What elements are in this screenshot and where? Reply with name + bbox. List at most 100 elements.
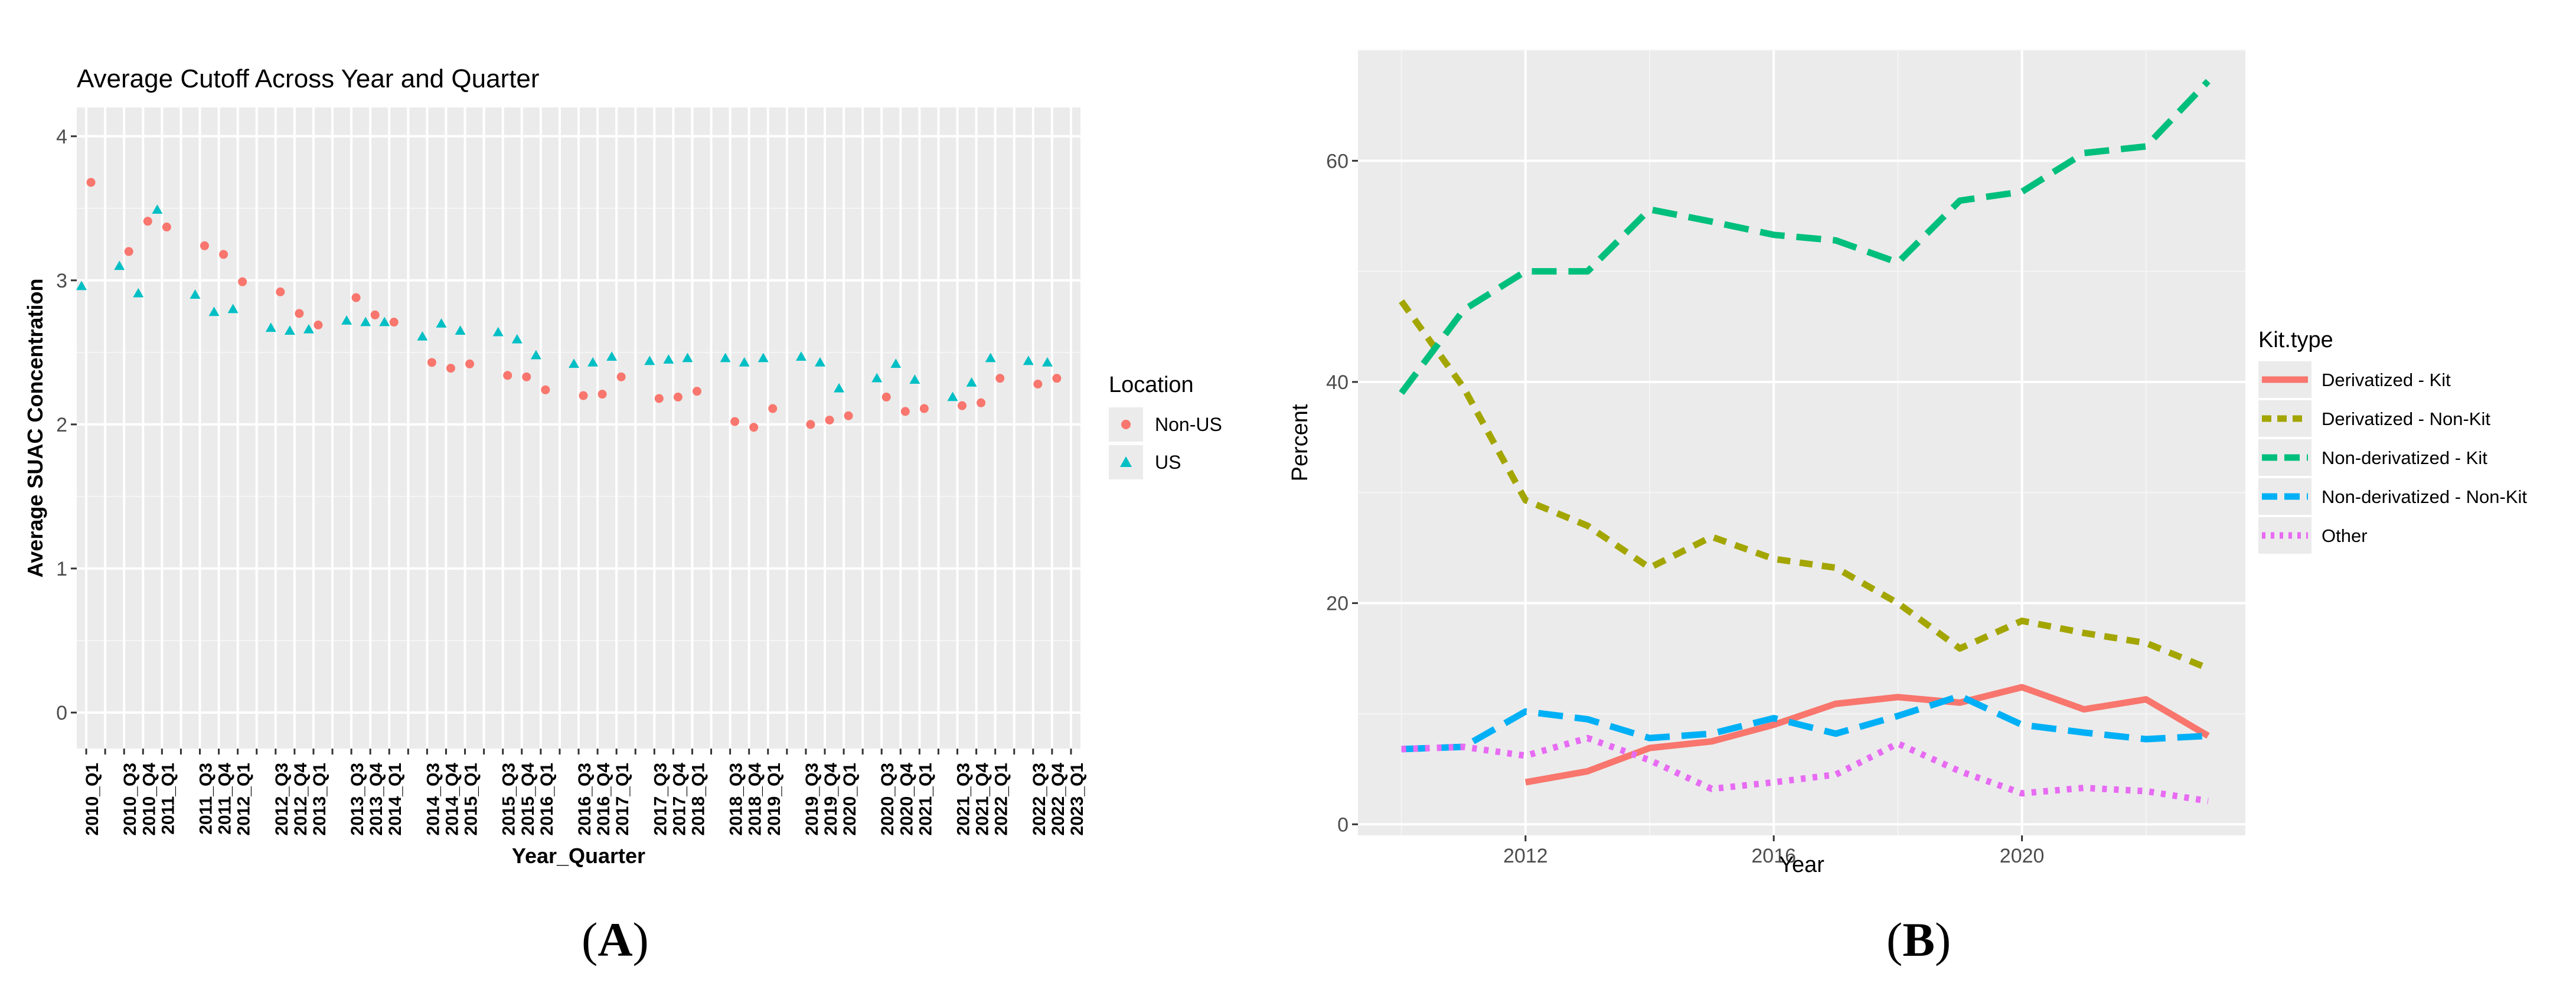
chart-a-xtick-label: 2014_Q4 xyxy=(442,763,462,836)
point-non-us xyxy=(295,309,304,318)
chart-a-ytick-label: 4 xyxy=(56,126,67,148)
point-us xyxy=(76,280,87,290)
point-non-us xyxy=(844,411,853,420)
chart-a-xtick-label: 2020_Q3 xyxy=(878,763,897,835)
chart-b-ylabel: Percent xyxy=(1288,404,1313,481)
chart-a-xtick-label: 2022_Q1 xyxy=(992,763,1011,835)
chart-a-xtick-label: 2010_Q4 xyxy=(139,763,159,836)
chart-a-xtick-label: 2018_Q1 xyxy=(688,763,708,835)
point-us xyxy=(227,303,239,313)
point-us xyxy=(284,325,295,335)
point-us xyxy=(569,358,579,368)
chart-a-ytick-label: 2 xyxy=(56,414,67,436)
chart-b-xtick-label: 2016 xyxy=(1751,845,1796,867)
chart-a-ytick-label: 3 xyxy=(56,270,67,292)
chart-a-xtick-label: 2011_Q1 xyxy=(158,763,178,835)
chart-b-xlabel: Year xyxy=(1779,852,1824,877)
point-non-us xyxy=(958,401,967,410)
point-non-us xyxy=(370,310,380,319)
point-non-us xyxy=(238,277,247,286)
chart-b-ytick-label: 60 xyxy=(1326,150,1349,172)
chart-a-xtick-label: 2022_Q4 xyxy=(1049,763,1068,836)
chart-a-xlabel: Year_Quarter xyxy=(512,844,645,868)
point-non-us xyxy=(503,371,512,380)
point-us xyxy=(587,357,599,367)
point-non-us xyxy=(522,372,531,381)
point-us xyxy=(1023,355,1034,365)
point-non-us xyxy=(219,250,228,259)
chart-b-legend-label: Derivatized - Kit xyxy=(2322,370,2451,390)
chart-a-xtick-label: 2014_Q1 xyxy=(386,763,405,835)
chart-a-legend-marker xyxy=(1121,420,1131,429)
point-us xyxy=(682,352,693,362)
chart-a-xtick-label: 2021_Q1 xyxy=(916,763,935,835)
point-us xyxy=(417,331,428,341)
chart-b: 0 20 40 60 2012 2016 2020 Year Percent Kit.type De… xyxy=(1288,50,2527,877)
point-non-us xyxy=(730,417,740,426)
chart-a-ytick-label: 1 xyxy=(56,558,67,580)
chart-a-xtick-label: 2017_Q1 xyxy=(613,763,632,835)
chart-b-legend-title: Kit.type xyxy=(2258,328,2333,352)
chart-a-xtick-label: 2020_Q4 xyxy=(897,763,916,836)
chart-a-xtick-label: 2010_Q3 xyxy=(120,763,140,835)
point-us xyxy=(152,204,163,214)
chart-b-legend-label: Derivatized - Non-Kit xyxy=(2322,409,2490,429)
point-non-us xyxy=(86,178,96,187)
point-us xyxy=(341,315,352,325)
chart-b-legend-label: Non-derivatized - Non-Kit xyxy=(2322,486,2527,507)
chart-a-xtick-label: 2013_Q1 xyxy=(310,763,329,835)
point-non-us xyxy=(351,293,361,302)
point-non-us xyxy=(446,364,455,373)
point-non-us xyxy=(276,287,285,296)
chart-b-xtick-label: 2020 xyxy=(2000,845,2045,867)
chart-b-xtick-label: 2012 xyxy=(1503,845,1548,867)
point-us xyxy=(663,354,674,364)
chart-a-xtick-label: 2012_Q3 xyxy=(272,763,292,835)
point-non-us xyxy=(977,398,986,407)
chart-b-legend-label: Non-derivatized - Kit xyxy=(2322,447,2487,468)
point-us xyxy=(758,352,769,362)
point-non-us xyxy=(124,247,133,256)
point-us xyxy=(720,352,731,362)
chart-a-xtick-label: 2012_Q4 xyxy=(291,763,311,836)
series-line-2 xyxy=(1399,299,2209,672)
point-us xyxy=(265,322,276,332)
chart-a-xtick-label: 2017_Q4 xyxy=(670,763,689,836)
point-us xyxy=(795,351,807,361)
point-non-us xyxy=(541,385,550,394)
point-non-us xyxy=(598,390,607,399)
point-non-us xyxy=(162,223,171,232)
chart-a-xtick-label: 2018_Q4 xyxy=(746,763,765,836)
point-us xyxy=(947,391,958,401)
chart-a-xtick-label: 2013_Q4 xyxy=(367,763,386,836)
chart-a-xtick-label: 2021_Q4 xyxy=(973,763,992,836)
point-non-us xyxy=(673,393,683,402)
chart-a: Average Cutoff Across Year and Quarter 0 1… xyxy=(23,64,1222,868)
point-us xyxy=(114,260,125,270)
point-us xyxy=(985,352,996,362)
chart-a-xtick-label: 2013_Q3 xyxy=(348,763,367,835)
chart-a-xtick-label: 2015_Q4 xyxy=(518,763,538,836)
point-non-us xyxy=(427,358,436,367)
chart-b-ytick-label: 0 xyxy=(1337,814,1349,836)
point-us xyxy=(606,351,618,361)
chart-a-xtick-label: 2014_Q3 xyxy=(423,763,443,835)
chart-a-legend-label: Non-US xyxy=(1155,414,1222,435)
series-line-1 xyxy=(1524,684,2210,786)
point-non-us xyxy=(919,404,929,413)
chart-b-ytick-label: 40 xyxy=(1326,371,1349,394)
point-non-us xyxy=(749,423,759,432)
point-us xyxy=(739,357,750,367)
series-line-4 xyxy=(1401,693,2209,753)
chart-a-xtick-label: 2015_Q1 xyxy=(462,763,481,835)
point-non-us xyxy=(200,241,209,250)
chart-b-ytick-label: 20 xyxy=(1326,593,1349,615)
point-non-us xyxy=(806,420,815,429)
point-us xyxy=(966,377,977,387)
point-us xyxy=(455,325,466,335)
chart-a-xtick-label: 2023_Q1 xyxy=(1067,763,1087,835)
chart-a-xtick-label: 2021_Q3 xyxy=(954,763,974,835)
chart-b-legend-key xyxy=(2258,517,2311,554)
point-us xyxy=(379,316,390,326)
point-non-us xyxy=(389,318,399,327)
